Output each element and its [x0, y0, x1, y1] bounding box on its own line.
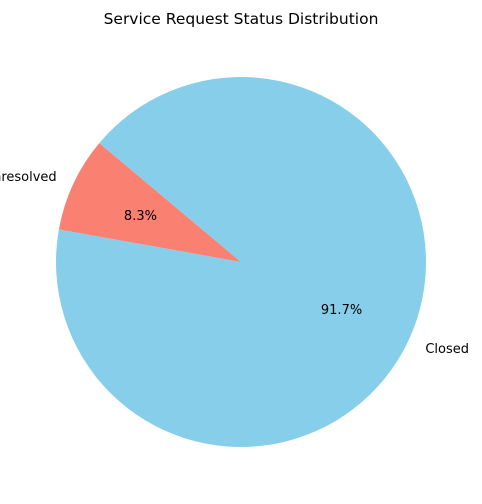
pie-slices: [56, 77, 426, 448]
slice-percent-unresolved: 8.3%: [124, 209, 157, 224]
pie-labels: Unresolved 8.3% Closed 91.7%: [0, 170, 469, 357]
slice-label-closed: Closed: [425, 342, 469, 357]
pie-slice-unresolved: [58, 143, 241, 262]
slice-percent-closed: 91.7%: [321, 303, 362, 318]
chart-title: Service Request Status Distribution: [104, 10, 379, 28]
pie-slice-closed: [56, 77, 426, 448]
slice-label-unresolved: Unresolved: [0, 170, 57, 185]
